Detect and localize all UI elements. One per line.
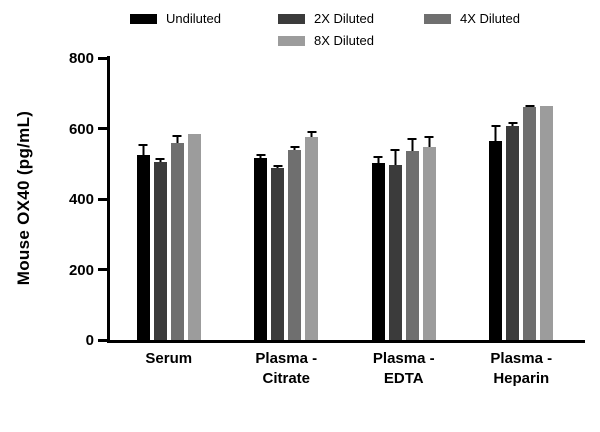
- y-tick-label: 800: [68, 50, 94, 67]
- y-tick-mark: [98, 338, 107, 342]
- legend-swatch: [424, 13, 451, 24]
- bar: [371, 156, 385, 340]
- error-bar-stem: [528, 104, 531, 108]
- bar: [288, 146, 302, 340]
- y-tick-mark: [98, 268, 107, 271]
- plot-groups: [110, 58, 580, 340]
- error-bar-stem: [411, 138, 414, 151]
- bar: [523, 104, 537, 340]
- error-bar: [273, 164, 283, 169]
- bar: [489, 124, 503, 340]
- bar: [405, 138, 419, 340]
- bar: [305, 130, 319, 340]
- error-bar: [256, 154, 266, 159]
- bar: [271, 164, 285, 340]
- x-axis-label: Plasma - EDTA: [372, 350, 435, 388]
- legend-item: 2X Diluted: [278, 12, 424, 25]
- bar: [388, 148, 402, 340]
- x-axis-label: Serum: [145, 350, 193, 367]
- chart-legend: Undiluted 2X Diluted 4X Diluted 8X Diluted: [130, 12, 574, 47]
- legend-label: 8X Diluted: [314, 33, 374, 48]
- x-axis-label: Plasma - Heparin: [490, 350, 553, 388]
- bar-group: [345, 58, 463, 340]
- error-bar-stem: [494, 124, 497, 141]
- y-tick-mark: [98, 56, 107, 60]
- x-axis-labels: Serum Plasma - Citrate Plasma - EDTA Plasma…: [110, 349, 580, 390]
- legend-label: 2X Diluted: [314, 11, 374, 26]
- error-bar: [155, 157, 165, 162]
- error-bar: [525, 104, 535, 108]
- error-bar-stem: [394, 148, 397, 165]
- x-axis-label: Plasma - Citrate: [255, 350, 318, 388]
- legend-item: 8X Diluted: [278, 34, 424, 47]
- y-tick-label: 200: [68, 261, 94, 279]
- bar: [187, 133, 201, 340]
- legend-swatch: [278, 35, 305, 46]
- bar-group: [110, 58, 228, 340]
- error-bar-stem: [276, 164, 279, 169]
- legend-swatch: [278, 13, 305, 24]
- error-bar: [407, 138, 417, 151]
- y-tick-label: 400: [68, 191, 94, 208]
- bar-group: [228, 58, 346, 340]
- y-tick-mark: [98, 127, 107, 130]
- y-axis-title: Mouse OX40 (pg/mL): [14, 110, 33, 286]
- bar: [540, 106, 554, 340]
- bar: [153, 157, 167, 340]
- error-bar: [373, 156, 383, 163]
- error-bar-stem: [259, 154, 262, 159]
- error-bar: [424, 136, 434, 147]
- error-bar: [390, 148, 400, 165]
- error-bar-stem: [428, 136, 431, 147]
- y-axis-line: [107, 56, 110, 343]
- bar: [254, 154, 268, 340]
- y-tick-mark: [98, 197, 107, 201]
- bar-group: [463, 58, 581, 340]
- error-bar-stem: [310, 130, 313, 138]
- y-tick-label: 0: [85, 332, 94, 349]
- bar: [506, 121, 520, 340]
- error-bar-stem: [176, 134, 179, 143]
- error-bar-stem: [377, 156, 380, 163]
- y-tick-label: 600: [68, 120, 94, 138]
- error-bar: [307, 130, 317, 138]
- error-bar-stem: [293, 146, 296, 151]
- legend-item: 4X Diluted: [424, 12, 574, 25]
- bar: [136, 144, 150, 340]
- error-bar: [172, 134, 182, 143]
- error-bar-stem: [142, 144, 145, 155]
- legend-swatch: [130, 13, 157, 24]
- legend-label: 4X Diluted: [460, 11, 520, 26]
- bar: [170, 134, 184, 340]
- error-bar-stem: [511, 121, 514, 127]
- x-axis-line: [107, 340, 585, 343]
- error-bar: [290, 146, 300, 151]
- error-bar: [138, 144, 148, 155]
- error-bar: [508, 121, 518, 127]
- error-bar: [491, 124, 501, 141]
- bar: [422, 136, 436, 340]
- legend-label: Undiluted: [166, 11, 221, 26]
- error-bar-stem: [159, 157, 162, 162]
- legend-item: Undiluted: [130, 12, 278, 25]
